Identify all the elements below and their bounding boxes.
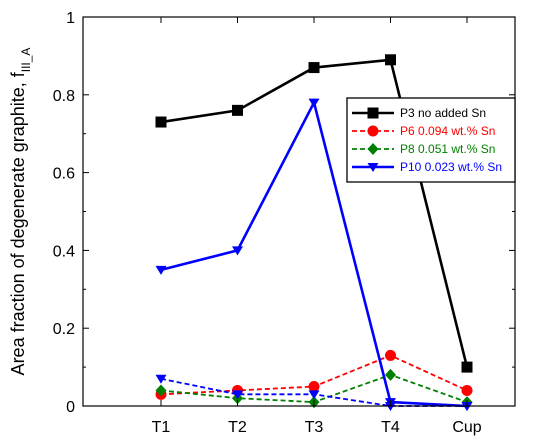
y-tick-label: 0.2: [53, 321, 75, 338]
series-p10: [155, 98, 473, 411]
legend-marker: [367, 143, 379, 155]
y-axis-title-text: Area fraction of degenerate graphite, f: [8, 71, 28, 375]
series-layer: [155, 54, 473, 411]
data-point: [308, 98, 320, 108]
data-point: [232, 246, 243, 256]
data-point: [232, 104, 243, 116]
legend-label: P8 0.051 wt.% Sn: [400, 142, 495, 156]
axis-ticks: 0 0.2 0.4 0.6 0.8 1 T1 T2 T3 T4 Cup: [53, 10, 515, 436]
data-point: [385, 349, 396, 361]
legend-marker: [367, 163, 379, 172]
legend-label: P6 0.094 wt.% Sn: [400, 124, 495, 138]
data-point: [308, 62, 320, 74]
legend-item: P10 0.023 wt.% Sn: [352, 160, 502, 174]
y-axis-title: Area fraction of degenerate graphite, fI…: [8, 48, 33, 376]
y-tick-label: 0.4: [53, 243, 75, 260]
y-tick-label: 0: [66, 399, 75, 416]
legend-item: P6 0.094 wt.% Sn: [352, 124, 495, 138]
y-tick-label: 0.8: [53, 88, 75, 105]
data-point: [385, 54, 396, 66]
x-tick-label: T1: [152, 419, 171, 436]
legend-label: P3 no added Sn: [400, 106, 486, 120]
x-tick-label: T4: [381, 419, 400, 436]
x-tick-label: T3: [305, 419, 324, 436]
data-point: [155, 384, 167, 397]
data-point: [232, 390, 243, 400]
legend: P3 no added Sn P6 0.094 wt.% Sn P8 0.051 w…: [346, 97, 516, 183]
x-tick-label: Cup: [452, 419, 481, 436]
legend-marker: [367, 107, 379, 119]
data-point: [155, 116, 167, 128]
data-point: [461, 384, 473, 396]
legend-label: P10 0.023 wt.% Sn: [400, 160, 502, 174]
legend-item: P8 0.051 wt.% Sn: [352, 142, 495, 156]
x-tick-label: T2: [228, 419, 247, 436]
y-tick-label: 1: [66, 10, 75, 27]
data-point: [155, 265, 167, 275]
legend-item: P3 no added Sn: [352, 106, 486, 120]
data-point: [461, 361, 473, 373]
y-axis-title-subscript: III_A: [19, 48, 33, 73]
data-point: [308, 381, 320, 393]
y-tick-label: 0.6: [53, 166, 75, 183]
legend-marker: [367, 125, 379, 137]
data-point: [155, 374, 167, 384]
data-point: [308, 390, 320, 400]
data-point: [385, 368, 396, 381]
